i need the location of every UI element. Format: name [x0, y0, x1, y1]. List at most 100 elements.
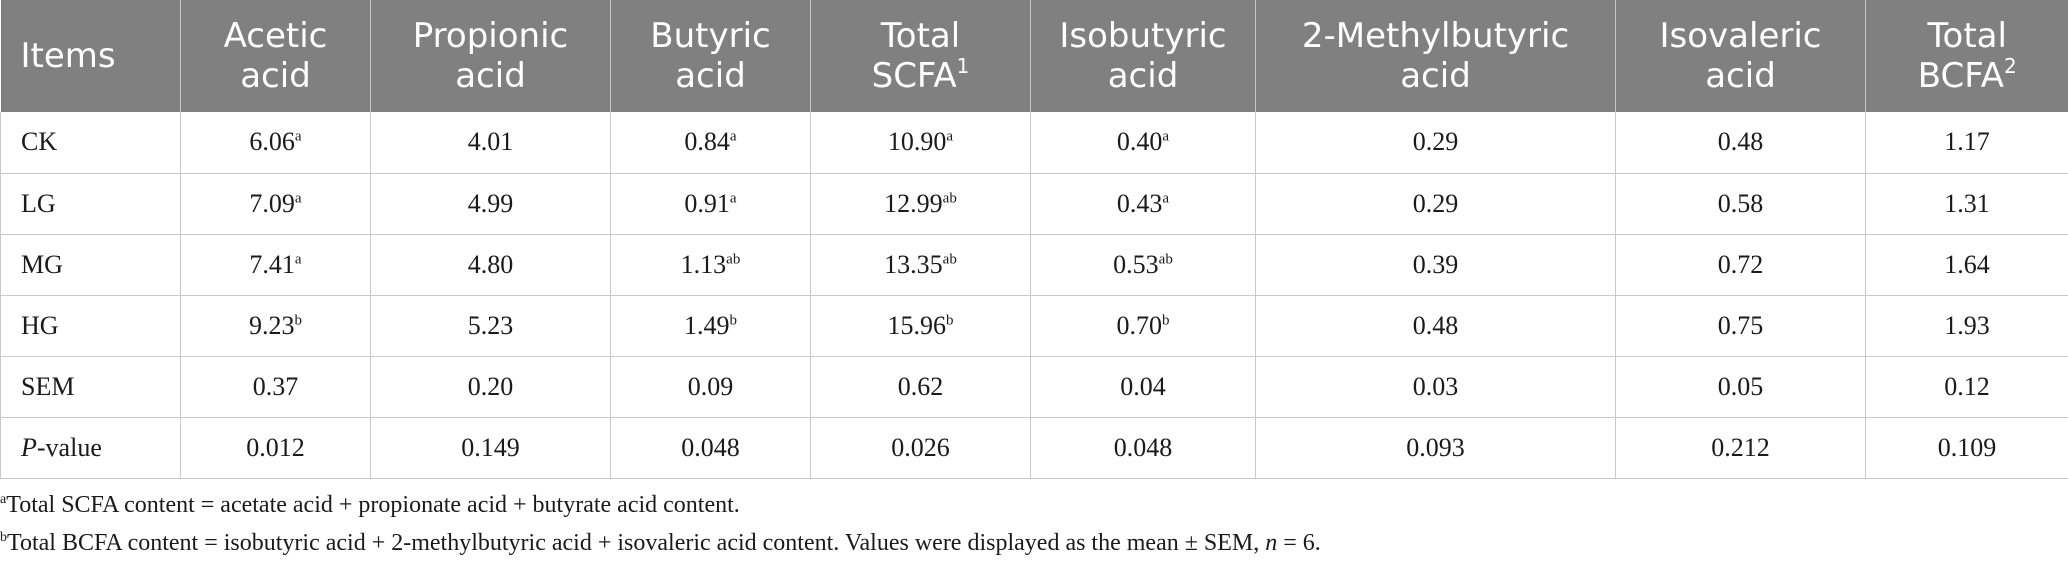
- cell-value: 1.64: [1944, 249, 1990, 279]
- footnote-b: bTotal BCFA content = isobutyric acid + …: [0, 530, 1321, 557]
- cell-value: 0.29: [1412, 127, 1459, 157]
- cell-value: 1.49: [684, 310, 730, 340]
- header-line2: acid: [1107, 56, 1179, 96]
- header-line1: Propionic: [412, 16, 569, 56]
- cell-significance-letter: a: [294, 189, 302, 206]
- cell-value: 4.99: [467, 188, 514, 218]
- table-cell: 1.93: [1865, 295, 2068, 357]
- cell-value: 0.048: [1113, 432, 1173, 462]
- header-line1: Isovaleric: [1659, 16, 1822, 56]
- row-label-text: CK: [21, 127, 58, 157]
- cell-value: 0.05: [1717, 371, 1764, 401]
- cell-value: 0.03: [1412, 371, 1459, 401]
- cell-value: 0.04: [1120, 371, 1166, 401]
- table-row: LG 7.09a 4.99 0.91a 12.99ab 0.43a 0.29 0.58 1.31: [0, 173, 2068, 235]
- row-label: SEM: [0, 356, 181, 418]
- table-cell: 0.58: [1615, 173, 1866, 235]
- cell-value: 0.40: [1116, 127, 1163, 157]
- footnote-sample-size-symbol: n: [1265, 530, 1278, 556]
- row-label-text: SEM: [21, 371, 75, 401]
- table-cell: 0.048: [1030, 417, 1256, 479]
- cell-value: 9.23: [249, 310, 295, 340]
- table-cell: 0.75: [1615, 295, 1866, 357]
- table-row: SEM 0.37 0.20 0.09 0.62 0.04 0.03 0.05 0.12: [0, 356, 2068, 418]
- cell-value: 0.29: [1412, 188, 1459, 218]
- column-header-isobutyric-acid: Isobutyric acid: [1030, 0, 1256, 112]
- cell-value: 4.80: [467, 249, 514, 279]
- cell-value: 0.149: [461, 432, 520, 462]
- table-cell: 0.53ab: [1030, 234, 1256, 296]
- cell-value: 0.48: [1412, 310, 1459, 340]
- table-cell: 4.99: [370, 173, 611, 235]
- table-cell: 0.04: [1030, 356, 1256, 418]
- column-header-acetic-acid: Acetic acid: [180, 0, 371, 112]
- header-line2: acid: [675, 56, 746, 96]
- cell-value: 0.39: [1412, 249, 1459, 279]
- row-label: MG: [0, 234, 181, 296]
- cell-value: 0.12: [1944, 371, 1990, 401]
- header-line1: Acetic: [223, 16, 328, 56]
- header-line2: acid: [1705, 56, 1776, 96]
- table-cell: 0.05: [1615, 356, 1866, 418]
- footnote-text: Total BCFA content = isobutyric acid + 2…: [7, 530, 1266, 556]
- table-cell: 0.20: [370, 356, 611, 418]
- row-label-text: LG: [21, 188, 56, 218]
- header-superscript: 2: [2003, 53, 2017, 78]
- table-cell: 15.96b: [810, 295, 1031, 357]
- cell-value: 13.35: [884, 249, 943, 279]
- column-header-total-bcfa: Total BCFA2: [1865, 0, 2068, 112]
- cell-significance-letter: b: [946, 311, 954, 328]
- row-label-text: HG: [21, 310, 59, 340]
- column-header-2-methylbutyric-acid: 2-Methylbutyric acid: [1255, 0, 1616, 112]
- cell-value: 0.212: [1711, 432, 1770, 462]
- row-label-suffix: -value: [36, 432, 102, 462]
- cell-value: 0.43: [1116, 188, 1163, 218]
- cell-value: 10.90: [887, 127, 947, 157]
- cell-value: 12.99: [884, 188, 943, 218]
- table-cell: 0.29: [1255, 173, 1616, 235]
- table-cell: 0.43a: [1030, 173, 1256, 235]
- table-cell: 9.23b: [180, 295, 371, 357]
- cell-significance-letter: a: [729, 189, 737, 206]
- table-cell: 0.048: [610, 417, 811, 479]
- table-cell: 7.09a: [180, 173, 371, 235]
- table-cell: 0.39: [1255, 234, 1616, 296]
- cell-value: 0.012: [246, 432, 305, 462]
- table-row: HG 9.23b 5.23 1.49b 15.96b 0.70b 0.48 0.75 1.93: [0, 295, 2068, 357]
- column-header-isovaleric-acid: Isovaleric acid: [1615, 0, 1866, 112]
- header-line1: Total: [1927, 16, 2007, 56]
- header-superscript: 1: [956, 53, 970, 78]
- row-label: P-value: [0, 417, 181, 479]
- header-line2: BCFA: [1917, 56, 2004, 96]
- table-row: CK 6.06a 4.01 0.84a 10.90a 0.40a 0.29 0.48 1.17: [0, 112, 2068, 174]
- table-body: CK 6.06a 4.01 0.84a 10.90a 0.40a 0.29 0.48 1.17 L…: [0, 112, 2068, 479]
- table-cell: 0.29: [1255, 112, 1616, 174]
- cell-value: 0.109: [1937, 432, 1997, 462]
- row-label: HG: [0, 295, 181, 357]
- table-cell: 1.17: [1865, 112, 2068, 174]
- header-line1: 2-Methylbutyric: [1301, 16, 1570, 56]
- table-cell: 0.48: [1615, 112, 1866, 174]
- cell-value: 1.13: [680, 249, 727, 279]
- table-cell: 0.149: [370, 417, 611, 479]
- header-line1: Isobutyric: [1059, 16, 1227, 56]
- scfa-bcfa-table: Items Acetic acid Propionic acid Butyric ac…: [0, 0, 2068, 479]
- cell-value: 0.62: [897, 371, 944, 401]
- cell-significance-letter: a: [946, 128, 954, 145]
- table-cell: 0.03: [1255, 356, 1616, 418]
- table-cell: 6.06a: [180, 112, 371, 174]
- table-cell: 0.91a: [610, 173, 811, 235]
- header-line2: acid: [1400, 56, 1471, 96]
- table-cell: 0.212: [1615, 417, 1866, 479]
- cell-significance-letter: ab: [1158, 250, 1173, 267]
- cell-value: 0.75: [1717, 310, 1764, 340]
- cell-value: 0.20: [467, 371, 514, 401]
- table-cell: 1.64: [1865, 234, 2068, 296]
- header-line2: acid: [240, 56, 311, 96]
- table-cell: 7.41a: [180, 234, 371, 296]
- cell-value: 0.70: [1116, 310, 1163, 340]
- cell-value: 0.093: [1406, 432, 1465, 462]
- header-line1: Items: [20, 36, 116, 76]
- cell-value: 1.93: [1944, 310, 1990, 340]
- cell-significance-letter: a: [1162, 189, 1170, 206]
